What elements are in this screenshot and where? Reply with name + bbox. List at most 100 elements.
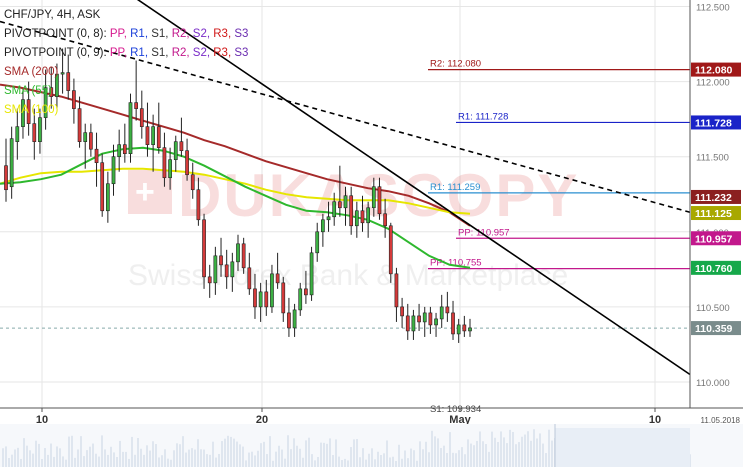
candle[interactable] (428, 312, 433, 326)
candle[interactable] (122, 144, 127, 154)
candle[interactable] (360, 210, 365, 224)
candle[interactable] (179, 141, 184, 151)
candle[interactable] (26, 99, 31, 124)
legend-sma-55[interactable]: SMA (55) (4, 85, 52, 97)
candle[interactable] (309, 252, 314, 296)
candle[interactable] (9, 138, 14, 188)
candle[interactable] (253, 288, 257, 308)
candle[interactable] (83, 132, 88, 142)
candle[interactable] (275, 273, 280, 284)
candle[interactable] (354, 210, 359, 227)
candle[interactable] (38, 117, 42, 142)
candle[interactable] (462, 324, 467, 332)
candle[interactable] (394, 273, 399, 308)
candle[interactable] (55, 73, 59, 97)
candle[interactable] (270, 273, 274, 308)
candle[interactable] (343, 195, 348, 209)
candle[interactable] (213, 255, 218, 284)
candle[interactable] (219, 255, 223, 266)
candle[interactable] (4, 165, 8, 191)
volume-bar (212, 441, 214, 467)
candle[interactable] (89, 132, 93, 150)
volume-bar (83, 456, 85, 467)
candle[interactable] (383, 213, 387, 227)
candle[interactable] (292, 309, 297, 329)
candle[interactable] (207, 276, 212, 284)
candle[interactable] (230, 261, 235, 278)
candle[interactable] (66, 72, 71, 91)
candle[interactable] (105, 183, 110, 212)
candle[interactable] (162, 147, 167, 179)
volume-bar (56, 446, 58, 467)
candle[interactable] (258, 291, 263, 308)
legend-sma-100[interactable]: SMA (100) (4, 104, 59, 116)
candle[interactable] (326, 216, 331, 221)
candle[interactable] (156, 126, 161, 148)
candle[interactable] (422, 312, 427, 323)
candle[interactable] (445, 306, 450, 314)
candle[interactable] (405, 315, 410, 332)
candle[interactable] (100, 162, 105, 212)
candle[interactable] (371, 186, 376, 209)
sma-200-line[interactable] (0, 83, 471, 227)
candle[interactable] (388, 225, 393, 275)
legend-sma-200[interactable]: SMA (200) (4, 66, 59, 78)
candle[interactable] (439, 306, 444, 320)
candle[interactable] (332, 201, 337, 218)
candle[interactable] (349, 195, 354, 227)
candle[interactable] (43, 87, 48, 118)
navigator-window[interactable] (555, 428, 690, 467)
candle[interactable] (111, 156, 116, 185)
candle[interactable] (224, 264, 229, 278)
legend-pivot-9[interactable]: PIVOTPOINT (0, 9): PP, R1, S1, R2, S2, R… (4, 44, 248, 63)
candle[interactable] (185, 150, 189, 176)
candle[interactable] (21, 99, 25, 127)
candle[interactable] (32, 123, 37, 142)
candle[interactable] (281, 282, 286, 314)
candle[interactable] (417, 315, 421, 323)
candle[interactable] (434, 318, 438, 326)
candle[interactable] (241, 243, 246, 269)
trendline-solid[interactable] (128, 0, 691, 376)
candle[interactable] (173, 141, 178, 161)
volume-bar (194, 449, 196, 467)
candle[interactable] (117, 144, 122, 158)
candle[interactable] (298, 288, 303, 311)
candle[interactable] (196, 189, 201, 221)
candle[interactable] (139, 108, 144, 127)
candle[interactable] (315, 231, 320, 254)
candle[interactable] (400, 306, 404, 317)
candle[interactable] (94, 148, 99, 164)
candle[interactable] (411, 315, 416, 332)
candle[interactable] (377, 186, 382, 215)
trendline-dashed[interactable] (0, 20, 691, 214)
candle[interactable] (264, 291, 269, 308)
candle[interactable] (287, 312, 291, 329)
candle[interactable] (456, 324, 461, 335)
candle[interactable] (190, 174, 195, 191)
candle[interactable] (60, 72, 65, 75)
candle[interactable] (366, 207, 371, 224)
candle[interactable] (49, 87, 54, 97)
candle[interactable] (451, 312, 455, 335)
candle[interactable] (468, 327, 472, 332)
candle[interactable] (236, 243, 240, 263)
volume-bar (29, 450, 31, 467)
candle[interactable] (321, 219, 325, 233)
candle[interactable] (247, 267, 252, 290)
candle[interactable] (134, 102, 139, 109)
candle[interactable] (128, 102, 133, 154)
candle[interactable] (304, 288, 308, 296)
candle[interactable] (168, 159, 172, 179)
candle[interactable] (72, 90, 76, 109)
volume-bar (395, 460, 397, 467)
candle[interactable] (145, 126, 150, 145)
legend-pivot-8[interactable]: PIVOTPOINT (0, 8): PP, R1, S1, R2, S2, R… (4, 25, 248, 44)
candle[interactable] (151, 126, 155, 145)
candle[interactable] (202, 219, 206, 278)
candle[interactable] (15, 126, 20, 142)
candle[interactable] (77, 108, 82, 142)
candle[interactable] (337, 201, 342, 209)
